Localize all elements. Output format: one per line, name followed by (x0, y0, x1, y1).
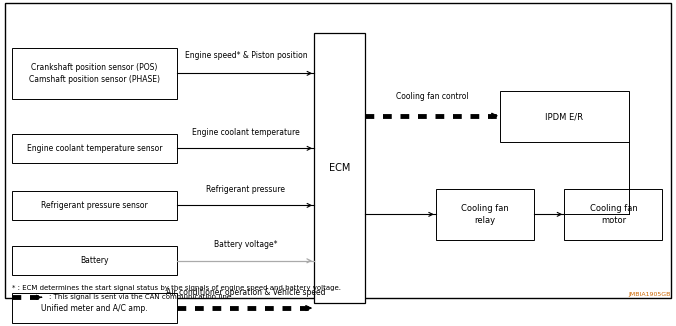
Text: ECM: ECM (329, 163, 350, 173)
Text: Cooling fan control: Cooling fan control (396, 92, 469, 101)
Bar (12, 48, 177, 98)
Text: Air conditioner operation & Vehicle speed: Air conditioner operation & Vehicle spee… (166, 288, 326, 297)
Bar (500, 91, 629, 142)
Text: Engine coolant temperature: Engine coolant temperature (192, 128, 299, 137)
Bar (12, 134, 177, 163)
Text: Battery: Battery (80, 256, 109, 265)
Bar (314, 33, 365, 303)
Text: IPDM E/R: IPDM E/R (546, 112, 583, 121)
Text: * : ECM determines the start signal status by the signals of engine speed and ba: * : ECM determines the start signal stat… (12, 285, 341, 291)
Text: JMBIA1905GB: JMBIA1905GB (628, 292, 671, 297)
Text: Battery voltage*: Battery voltage* (214, 240, 278, 249)
Bar (12, 191, 177, 220)
Text: Engine coolant temperature sensor: Engine coolant temperature sensor (27, 144, 162, 153)
Bar (12, 293, 177, 323)
Bar (12, 246, 177, 275)
Text: Crankshaft position sensor (POS)
Camshaft position sensor (PHASE): Crankshaft position sensor (POS) Camshaf… (29, 63, 160, 83)
Bar (564, 189, 662, 240)
Text: : This signal is sent via the CAN communication line.: : This signal is sent via the CAN commun… (49, 294, 234, 300)
Text: Unified meter and A/C amp.: Unified meter and A/C amp. (41, 304, 148, 313)
Text: Cooling fan
relay: Cooling fan relay (461, 204, 509, 225)
Text: Engine speed* & Piston position: Engine speed* & Piston position (185, 51, 307, 60)
Text: Refrigerant pressure: Refrigerant pressure (206, 185, 285, 194)
Text: Cooling fan
motor: Cooling fan motor (589, 204, 637, 225)
Bar (436, 189, 534, 240)
Text: Refrigerant pressure sensor: Refrigerant pressure sensor (41, 201, 148, 210)
